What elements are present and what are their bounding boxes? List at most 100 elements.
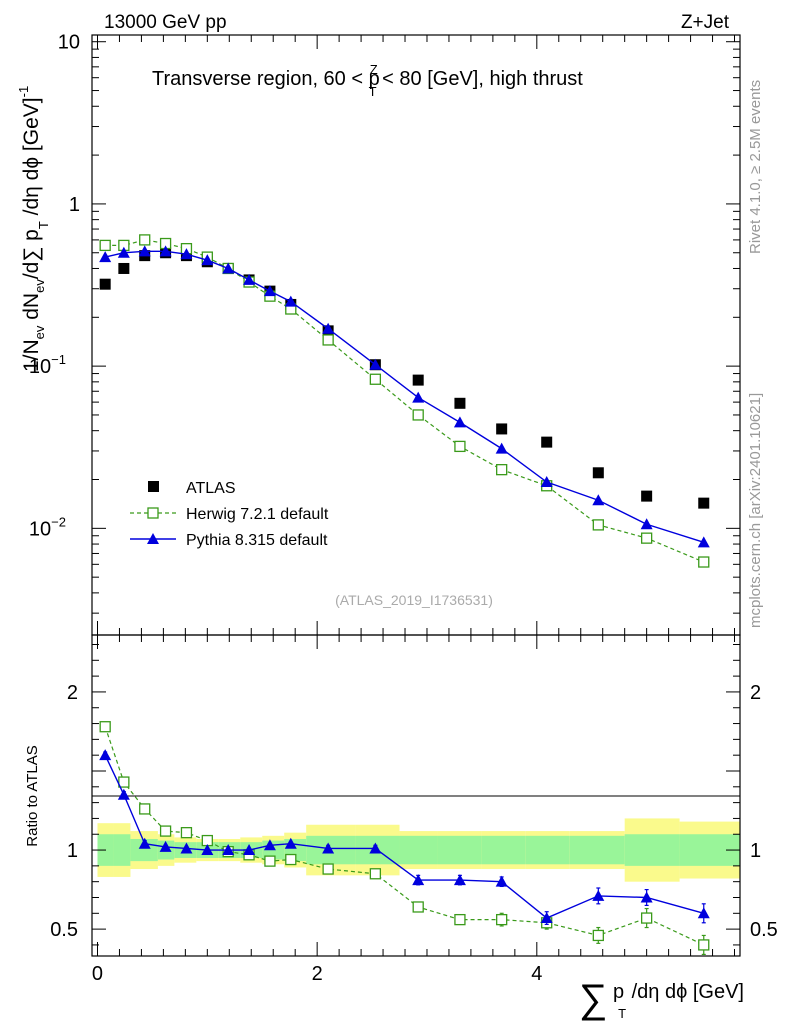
main-y-tick-label: 10 — [58, 32, 80, 54]
ratio-pythia-point — [138, 837, 151, 849]
pythia-point — [453, 416, 466, 428]
ratio-tick-labels: 2 2 1 1 0.5 0.5 — [50, 682, 778, 941]
herwig-point — [139, 234, 151, 246]
atlas-point — [99, 278, 111, 290]
pythia-point — [369, 358, 382, 370]
pythia-point — [201, 254, 214, 266]
pythia-series — [99, 245, 710, 548]
ratio-y-tick-label: 1 — [67, 840, 78, 862]
ratio-pythia-point — [322, 842, 335, 854]
ratio-pythia-point — [222, 844, 235, 856]
ratio-pythia-point — [369, 842, 382, 854]
ratio-y-tick-label: 0.5 — [50, 919, 78, 941]
ratio-band-inner — [437, 835, 482, 865]
header-right: Z+Jet — [681, 12, 730, 33]
analysis-id: (ATLAS_2019_I1736531) — [335, 592, 493, 608]
ratio-herwig-point — [159, 825, 172, 837]
ratio-band-inner — [569, 835, 625, 865]
ratio-pythia-point — [117, 788, 130, 800]
atlas-point — [454, 397, 466, 409]
ratio-herwig-point — [592, 929, 604, 942]
ratio-ylabel: Ratio to ATLAS — [24, 745, 41, 846]
ratio-herwig-series — [99, 721, 710, 956]
ratio-herwig-point — [322, 863, 334, 875]
ratio-herwig-point — [496, 913, 508, 926]
ratio-uncertainty-bands — [97, 818, 740, 882]
ratio-pythia-point — [540, 912, 553, 924]
pythia-point — [117, 246, 130, 258]
ratio-herwig-point — [99, 721, 111, 733]
pythia-point — [243, 273, 256, 285]
ratio-pythia-point — [180, 842, 193, 854]
herwig-point — [99, 239, 111, 252]
main-y-tick-label: 10−1 — [29, 352, 66, 378]
ratio-herwig-point — [698, 939, 710, 951]
ratio-pythia-point — [263, 839, 276, 851]
ratio-pythia-point — [697, 907, 710, 919]
herwig-point — [640, 532, 653, 544]
header-left: 13000 GeV pp — [104, 12, 227, 33]
ratio-pythia-point — [640, 891, 653, 903]
ratio-pythia-series — [99, 749, 710, 925]
pythia-point — [159, 245, 172, 257]
pythia-point — [697, 536, 710, 548]
ratio-panel: 2 2 1 1 0.5 0.5 Ratio to ATLAS — [24, 634, 778, 957]
x-tick-label: 4 — [531, 963, 542, 985]
ratio-y-tick-label: 2 — [67, 682, 78, 704]
legend-herwig-marker — [147, 507, 159, 519]
ratio-frame — [91, 634, 741, 957]
ratio-herwig-point — [180, 827, 193, 839]
ratio-herwig-point — [454, 913, 466, 926]
ratio-pythia-point — [495, 875, 508, 887]
ratio-herwig-point — [412, 901, 424, 913]
ratio-pythia-point — [99, 749, 112, 761]
legend-herwig-label: Herwig 7.2.1 default — [186, 506, 329, 523]
ratio-herwig-point — [640, 912, 653, 924]
atlas-point — [698, 497, 710, 509]
herwig-point — [454, 440, 466, 453]
pythia-point — [180, 248, 193, 260]
main-panel: 10 1 10−1 10−2 Transverse region, 60 < pZ T … — [16, 32, 741, 636]
ratio-herwig-point — [369, 868, 382, 880]
main-ylabel: 1/Nev dNev/d∑ pT /dη dϕ [GeV]-1 — [16, 86, 51, 372]
pythia-point — [263, 285, 276, 297]
herwig-point — [369, 373, 382, 385]
herwig-point — [592, 519, 604, 531]
ratio-herwig-point — [118, 776, 130, 788]
herwig-point — [412, 409, 424, 421]
atlas-point — [592, 467, 604, 479]
pythia-point — [540, 476, 553, 488]
pythia-point — [592, 494, 605, 506]
pythia-point — [138, 245, 151, 257]
ratio-band-inner — [624, 834, 680, 866]
ratio-herwig-point — [139, 803, 151, 815]
side-label-rivet: Rivet 4.1.0, ≥ 2.5M events — [747, 80, 764, 254]
legend: ATLAS Herwig 7.2.1 default Pythia 8.315 … — [130, 480, 329, 549]
legend-atlas-marker — [148, 481, 159, 492]
pythia-point — [640, 518, 653, 530]
pythia-point — [284, 295, 297, 307]
pythia-line — [105, 250, 704, 543]
pythia-point — [495, 442, 508, 454]
pythia-point — [222, 262, 235, 274]
atlas-points — [99, 247, 710, 509]
x-tick-label: 2 — [312, 963, 323, 985]
plot-title: Transverse region, 60 < pZ T < 80 [GeV], … — [152, 62, 583, 99]
atlas-point — [496, 423, 508, 435]
ratio-band-inner — [525, 835, 570, 865]
ratio-herwig-point — [285, 853, 297, 866]
ratio-axis-ticks — [92, 643, 740, 946]
pythia-point — [322, 322, 335, 334]
ratio-pythia-point — [284, 837, 297, 849]
main-y-tick-label: 1 — [69, 194, 80, 216]
ratio-band-inner — [399, 835, 438, 865]
x-axis-ticks — [96, 35, 736, 956]
x-tick-labels: 0 2 4 — [92, 963, 542, 985]
ratio-pythia-point — [453, 874, 466, 886]
herwig-point — [322, 334, 334, 346]
legend-atlas-label: ATLAS — [186, 480, 236, 497]
main-y-tick-label: 10−2 — [29, 514, 66, 540]
